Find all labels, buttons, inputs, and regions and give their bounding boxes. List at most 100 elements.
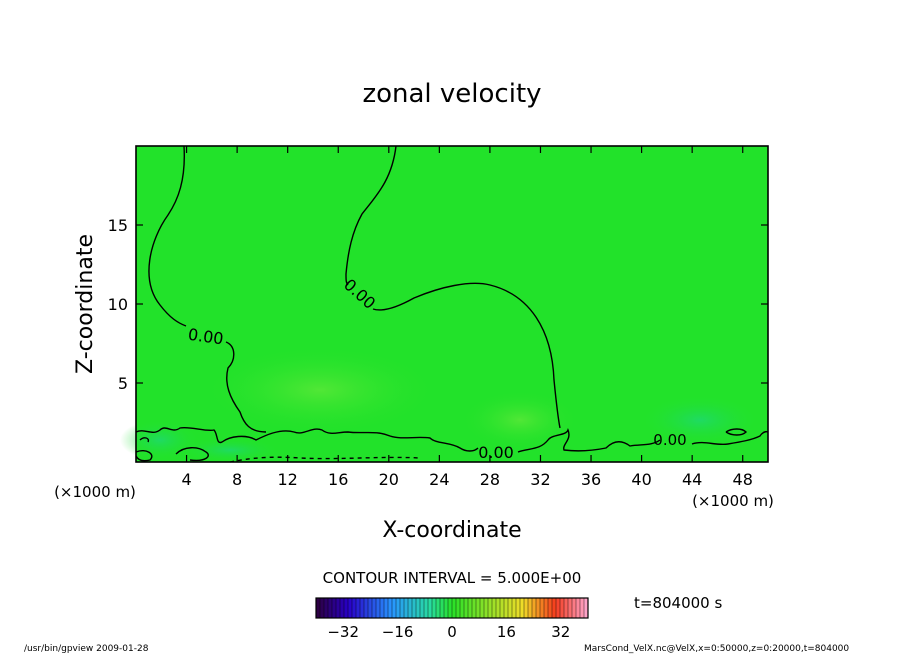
colorbar-frame [315, 597, 589, 619]
colorbar-cell [367, 597, 373, 619]
contour-label: 0.00 [187, 325, 225, 349]
x-tick-label: 4 [181, 470, 191, 489]
x-unit-left: (×1000 m) [54, 483, 136, 501]
positive-velocity-patch [460, 390, 580, 450]
colorbar-cell [327, 597, 333, 619]
x-axis: 4 8 12 16 20 24 28 32 36 40 44 48 [181, 146, 753, 489]
x-tick-label: 48 [733, 470, 753, 489]
contour-interval-text: CONTOUR INTERVAL = 5.000E+00 [323, 569, 582, 587]
x-axis-label: X-coordinate [382, 518, 521, 543]
x-tick-label: 28 [480, 470, 500, 489]
negative-velocity-patch [640, 395, 760, 445]
colorbar-tick-label: 32 [551, 623, 570, 641]
colorbar-cell [451, 597, 457, 619]
positive-velocity-patch [200, 345, 440, 435]
x-tick-label: 16 [328, 470, 348, 489]
colorbar-cell [423, 597, 429, 619]
x-unit-right: (×1000 m) [692, 492, 774, 510]
zero-contour-left [148, 145, 267, 433]
footer-left: /usr/bin/gpview 2009-01-28 [24, 644, 149, 654]
contour-label: 0.00 [653, 431, 686, 449]
x-tick-label: 44 [682, 470, 702, 489]
colorbar-cell [383, 597, 389, 619]
colorbar-cell [475, 597, 481, 619]
colorbar-cell [543, 597, 549, 619]
colorbar-cell [459, 597, 465, 619]
colorbar-cell [347, 597, 353, 619]
colorbar-cell [455, 597, 461, 619]
colorbar-cell [467, 597, 473, 619]
colorbar-cell [399, 597, 405, 619]
colorbar-cell [499, 597, 505, 619]
x-tick-label: 24 [429, 470, 449, 489]
colorbar-cell [343, 597, 349, 619]
colorbar-cell [335, 597, 341, 619]
colorbar-ticks: −32 −16 0 16 32 [327, 623, 570, 641]
colorbar-cell [351, 597, 357, 619]
colorbar-cell [563, 597, 569, 619]
colorbar-cell [427, 597, 433, 619]
zero-contour-middle [345, 145, 561, 429]
y-axis: 5 10 15 [108, 216, 768, 393]
colorbar-cell [391, 597, 397, 619]
colorbar-cell [515, 597, 521, 619]
colorbar-cell [431, 597, 437, 619]
colorbar-cell [375, 597, 381, 619]
x-tick-label: 36 [581, 470, 601, 489]
colorbar-tick-label: −32 [327, 623, 359, 641]
x-tick-label: 20 [379, 470, 399, 489]
colorbar-cell [331, 597, 337, 619]
colorbar-cell [359, 597, 365, 619]
y-axis-label: Z-coordinate [73, 234, 98, 374]
colorbar-cell [527, 597, 533, 619]
footer-right: MarsCond_VelX.nc@VelX,x=0:50000,z=0:2000… [584, 644, 849, 654]
zero-contour-bottom [135, 428, 747, 462]
colorbar-cell [323, 597, 329, 619]
colorbar-cell [411, 597, 417, 619]
colorbar-cell [415, 597, 421, 619]
colorbar-cell [567, 597, 573, 619]
colorbar-cell [535, 597, 541, 619]
colorbar-cell [463, 597, 469, 619]
colorbar-cell [407, 597, 413, 619]
colorbar-cell [519, 597, 525, 619]
colorbar-cell [443, 597, 449, 619]
plot-area [120, 146, 768, 462]
colorbar-cell [379, 597, 385, 619]
zero-contour-bottom [135, 426, 479, 452]
colorbar-cell [479, 597, 485, 619]
colorbar-cell [491, 597, 497, 619]
colorbar-cell [551, 597, 557, 619]
colorbar-cell [503, 597, 509, 619]
colorbar-cell [507, 597, 513, 619]
y-tick-label: 15 [108, 216, 128, 235]
colorbar-cell [523, 597, 529, 619]
colorbar-cell [315, 597, 321, 619]
colorbar: −32 −16 0 16 32 [315, 597, 589, 641]
colorbar-cell [319, 597, 325, 619]
colorbar-cell [487, 597, 493, 619]
colorbar-cell [447, 597, 453, 619]
colorbar-cell [419, 597, 425, 619]
contour-labels: 0.00 0.00 0.00 0.00 [187, 275, 687, 462]
colorbar-tick-label: 0 [447, 623, 457, 641]
colorbar-cell [575, 597, 581, 619]
x-tick-label: 8 [232, 470, 242, 489]
colorbar-cell [547, 597, 553, 619]
zero-contours [135, 145, 769, 463]
y-tick-label: 10 [108, 295, 128, 314]
colorbar-cell [439, 597, 445, 619]
colorbar-cell [403, 597, 409, 619]
time-label: t=804000 s [634, 594, 722, 612]
colorbar-cell [511, 597, 517, 619]
x-tick-label: 40 [631, 470, 651, 489]
colorbar-cell [355, 597, 361, 619]
colorbar-cell [471, 597, 477, 619]
colorbar-cell [387, 597, 393, 619]
colorbar-cell [435, 597, 441, 619]
colorbar-cell [559, 597, 565, 619]
colorbar-cell [483, 597, 489, 619]
x-tick-label: 32 [530, 470, 550, 489]
colorbar-tick-label: 16 [497, 623, 516, 641]
